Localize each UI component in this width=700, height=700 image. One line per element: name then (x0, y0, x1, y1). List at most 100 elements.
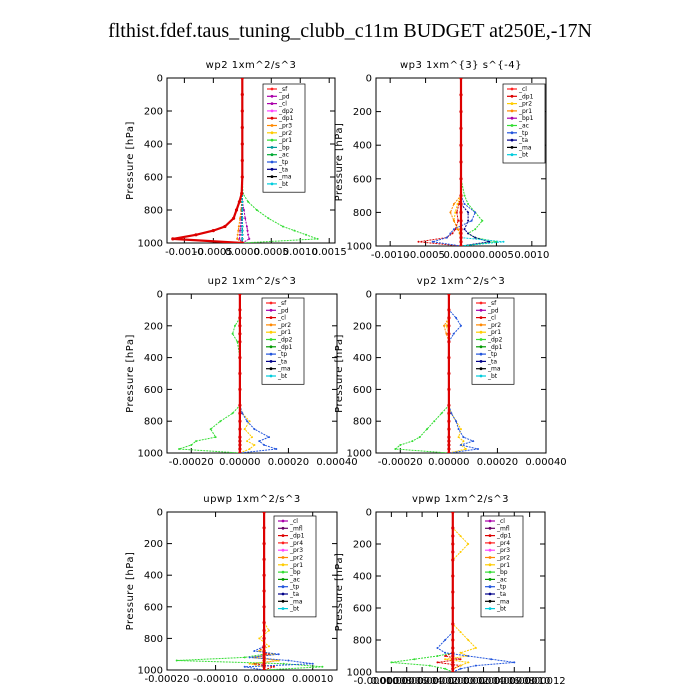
series-point (268, 629, 270, 632)
legend-label: _pr1 (496, 562, 510, 569)
panel-6: vpwp 1xm^2/s^3 Pressure [hPa] 0 200 400 600 80… (334, 494, 566, 687)
series-point (253, 650, 256, 652)
legend-marker (479, 316, 483, 319)
series-point (240, 158, 244, 163)
legend-marker (281, 563, 285, 567)
series-point (459, 143, 463, 147)
series-point (451, 664, 455, 668)
series-point (418, 436, 421, 439)
series-point (447, 435, 451, 439)
series-point (459, 631, 462, 633)
series-point (447, 332, 451, 336)
legend-label: _pr2 (289, 555, 303, 562)
series-point (248, 662, 251, 665)
series-point (451, 542, 455, 546)
legend-label: _bt (277, 373, 288, 380)
series-point (449, 232, 452, 235)
legend-marker (269, 352, 273, 356)
legend-marker (281, 534, 285, 537)
series-point (240, 78, 244, 80)
legend: _sf_pd_cl_pr2_pr1_dp2_dp1_tp_ta_ma_bt (471, 297, 515, 385)
series-point (447, 403, 451, 407)
panel-1: wp2 1xm^2/s^3 Pressure [hPa] 0 200 400 600 800… (125, 60, 347, 258)
series-point (445, 324, 448, 327)
series-point (241, 233, 244, 236)
y-tick-label: 600 (353, 174, 372, 185)
legend-marker (488, 534, 492, 537)
x-tick-label: -0.0010 (371, 250, 410, 261)
series-point (258, 637, 261, 640)
legend-marker (479, 367, 483, 371)
series-point (262, 589, 266, 593)
series-point (321, 665, 324, 668)
y-tick-label: 200 (144, 107, 163, 118)
x-tick-label: 0.00000 (219, 457, 260, 468)
series-point (239, 233, 241, 236)
series-point (447, 316, 451, 320)
series-point (457, 436, 460, 439)
series-point (513, 661, 516, 664)
series-point (262, 662, 266, 666)
series-point (451, 660, 455, 665)
legend-marker (270, 175, 274, 179)
series-point (467, 655, 470, 657)
series-point (399, 444, 402, 446)
legend-label: _ac (278, 152, 289, 159)
series-point (241, 209, 244, 211)
plot-frame (375, 293, 547, 454)
series-point (447, 308, 451, 312)
y-tick-label: 1000 (138, 239, 163, 250)
y-axis-label: Pressure [hPa] (334, 334, 345, 413)
y-tick-label: 800 (144, 206, 163, 217)
x-tick-label: 0.00040 (316, 457, 357, 468)
legend-marker (270, 131, 274, 135)
legend-marker (510, 109, 514, 113)
series-point (175, 659, 178, 662)
series-point (262, 605, 266, 609)
legend-marker (488, 585, 492, 589)
x-tick-label: -0.00010 (354, 676, 399, 687)
y-tick-label: 800 (353, 636, 372, 647)
legend-marker (510, 87, 514, 91)
series-point (447, 387, 451, 391)
series-point (248, 448, 251, 450)
series-point (452, 219, 455, 222)
x-tick-label: -0.0005 (194, 247, 233, 258)
legend-marker (479, 360, 483, 363)
plot-frame (375, 511, 546, 673)
series-group (394, 294, 479, 453)
series-point (240, 175, 244, 179)
series-point (239, 225, 242, 228)
legend-marker (488, 563, 492, 567)
series-point (457, 219, 460, 222)
series-point (447, 324, 451, 328)
series-point (275, 448, 278, 450)
series-point (451, 232, 454, 235)
series-point (190, 444, 193, 446)
legend-label: _pd (277, 307, 289, 314)
y-tick-label: 400 (353, 353, 372, 364)
series-point (488, 240, 491, 243)
y-tick-label: 200 (353, 107, 372, 118)
series-point (457, 203, 460, 205)
series-point (262, 665, 266, 669)
series-line-cl (238, 78, 243, 243)
series-point (247, 200, 250, 203)
series-point (231, 332, 234, 335)
series-point (262, 649, 266, 653)
legend-box (480, 515, 524, 618)
legend-label: _cl (487, 315, 496, 322)
series-point (459, 219, 463, 223)
series-point (240, 109, 244, 113)
series-point (238, 427, 242, 431)
series-point (447, 371, 451, 376)
plot-frame (166, 77, 336, 244)
series-point (237, 229, 240, 232)
legend-label: _pr1 (278, 137, 292, 144)
x-tick-label: 0.00004 (401, 676, 442, 687)
y-axis-label: Pressure [hPa] (125, 121, 136, 200)
legend-label: _ta (277, 358, 287, 365)
series-line-pr1 (241, 78, 318, 243)
legend-label: _pr3 (496, 547, 510, 554)
series-point (287, 659, 290, 662)
